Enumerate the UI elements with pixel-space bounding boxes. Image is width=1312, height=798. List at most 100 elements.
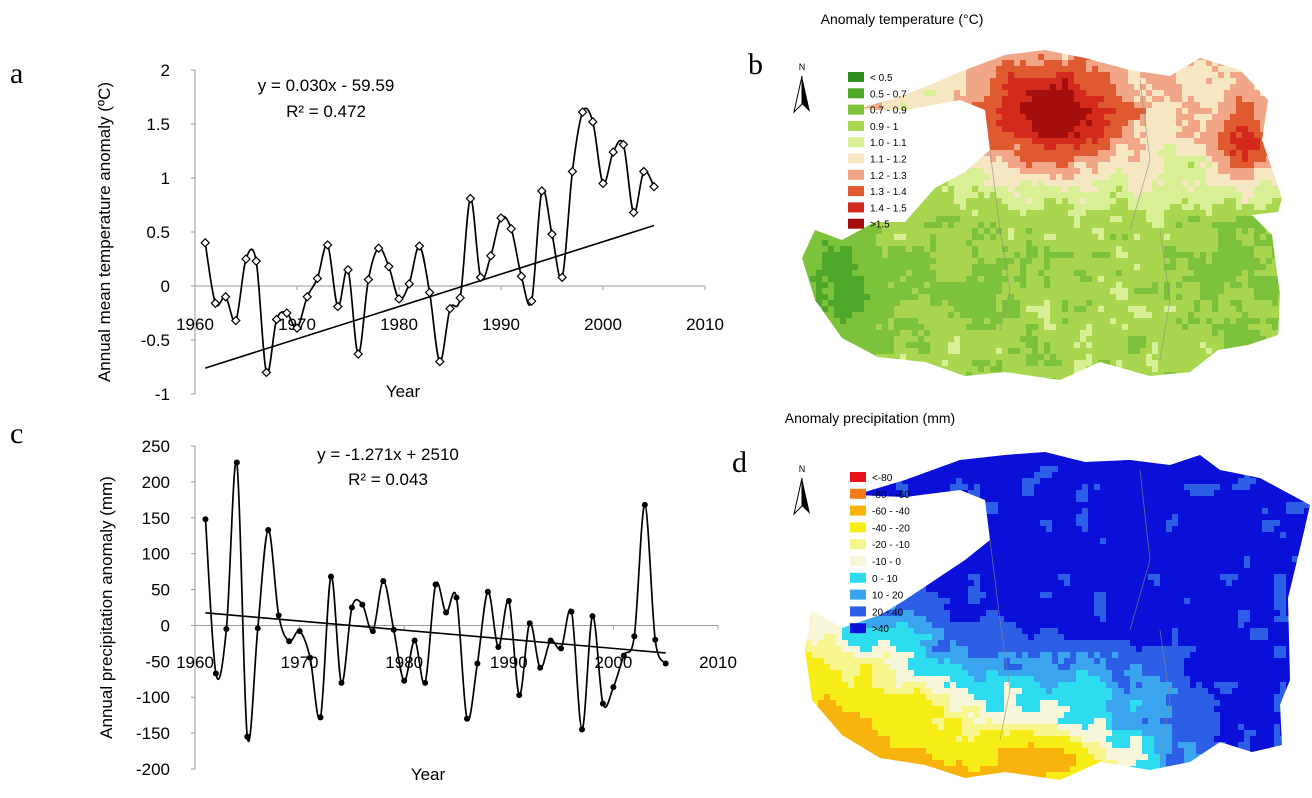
map-cell <box>1128 60 1135 67</box>
map-cell <box>1026 378 1033 385</box>
map-cell <box>1272 78 1279 85</box>
map-cell <box>1086 354 1093 361</box>
map-cell <box>966 102 973 109</box>
map-cell <box>1032 84 1039 91</box>
map-cell <box>1254 300 1261 307</box>
map-cell <box>1062 102 1069 109</box>
legend-swatch <box>848 202 864 212</box>
map-cell <box>804 126 811 133</box>
map-cell <box>1224 210 1231 217</box>
map-cell <box>1020 96 1027 103</box>
map-cell <box>1020 282 1027 289</box>
map-cell <box>860 454 867 461</box>
map-cell <box>834 330 841 337</box>
map-cell <box>918 120 925 127</box>
map-cell <box>888 276 895 283</box>
map-cell <box>1068 192 1075 199</box>
map-cell <box>1158 228 1165 235</box>
map-cell <box>1152 216 1159 223</box>
map-cell <box>1020 48 1027 55</box>
map-cell <box>984 270 991 277</box>
map-cell <box>1272 228 1279 235</box>
map-cell <box>966 312 973 319</box>
map-cell <box>996 138 1003 145</box>
map-cell <box>1182 168 1189 175</box>
map-cell <box>1182 150 1189 157</box>
map-cell <box>1176 306 1183 313</box>
map-cell <box>1194 234 1201 241</box>
map-cell <box>1260 378 1267 385</box>
map-cell <box>1056 300 1063 307</box>
map-cell <box>1152 180 1159 187</box>
map-cell <box>882 246 889 253</box>
map-cell <box>1206 138 1213 145</box>
map-cell <box>1140 378 1147 385</box>
map-cell <box>1254 108 1261 115</box>
map-cell <box>930 54 937 61</box>
map-cell <box>1050 156 1057 163</box>
map-cell <box>942 78 949 85</box>
map-cell <box>852 366 859 373</box>
map-cell <box>816 234 823 241</box>
map-cell <box>1068 300 1075 307</box>
map-cell <box>1002 228 1009 235</box>
map-cell <box>906 54 913 61</box>
map-cell <box>1014 330 1021 337</box>
map-cell <box>870 354 877 361</box>
map-cell <box>1206 342 1213 349</box>
map-cell <box>900 360 907 367</box>
map-cell <box>966 186 973 193</box>
map-cell <box>1170 102 1177 109</box>
map-cell <box>972 288 979 295</box>
map-cell <box>1182 72 1189 79</box>
map-cell <box>1038 192 1045 199</box>
map-cell <box>1008 150 1015 157</box>
map-cell <box>912 48 919 55</box>
map-cell <box>1284 102 1291 109</box>
map-cell <box>1254 222 1261 229</box>
map-cell <box>1092 282 1099 289</box>
map-cell <box>1260 318 1267 325</box>
map-cell <box>930 120 937 127</box>
map-cell <box>912 318 919 325</box>
map-cell <box>1278 300 1285 307</box>
map-cell <box>1158 324 1165 331</box>
map-cell <box>894 72 901 79</box>
map-cell <box>1088 448 1095 455</box>
map-cell <box>954 246 961 253</box>
map-cell <box>1200 354 1207 361</box>
map-cell <box>1098 108 1105 115</box>
map-cell <box>1128 276 1135 283</box>
map-cell <box>1146 294 1153 301</box>
map-cell <box>1074 174 1081 181</box>
map-cell <box>828 222 835 229</box>
data-point <box>286 638 292 644</box>
map-cell <box>1200 168 1207 175</box>
map-cell <box>1170 216 1177 223</box>
map-cell <box>912 132 919 139</box>
map-cell <box>1254 84 1261 91</box>
map-cell <box>1248 150 1255 157</box>
map-cell <box>1278 162 1285 169</box>
map-cell <box>960 186 967 193</box>
map-cell <box>1242 300 1249 307</box>
data-point <box>466 195 474 203</box>
map-cell <box>1272 234 1279 241</box>
map-cell <box>1170 114 1177 121</box>
map-cell <box>906 48 913 55</box>
map-cell <box>1278 90 1285 97</box>
map-cell <box>804 180 811 187</box>
map-cell <box>1206 282 1213 289</box>
map-cell <box>852 318 859 325</box>
map-cell <box>1128 234 1135 241</box>
map-cell <box>1014 312 1021 319</box>
map-cell <box>840 354 847 361</box>
map-cell <box>1026 228 1033 235</box>
map-cell <box>840 270 847 277</box>
map-cell <box>1020 252 1027 259</box>
map-cell <box>1284 300 1291 307</box>
map-cell <box>1236 330 1243 337</box>
map-cell <box>984 198 991 205</box>
map-cell <box>816 96 823 103</box>
map-cell <box>978 378 985 385</box>
